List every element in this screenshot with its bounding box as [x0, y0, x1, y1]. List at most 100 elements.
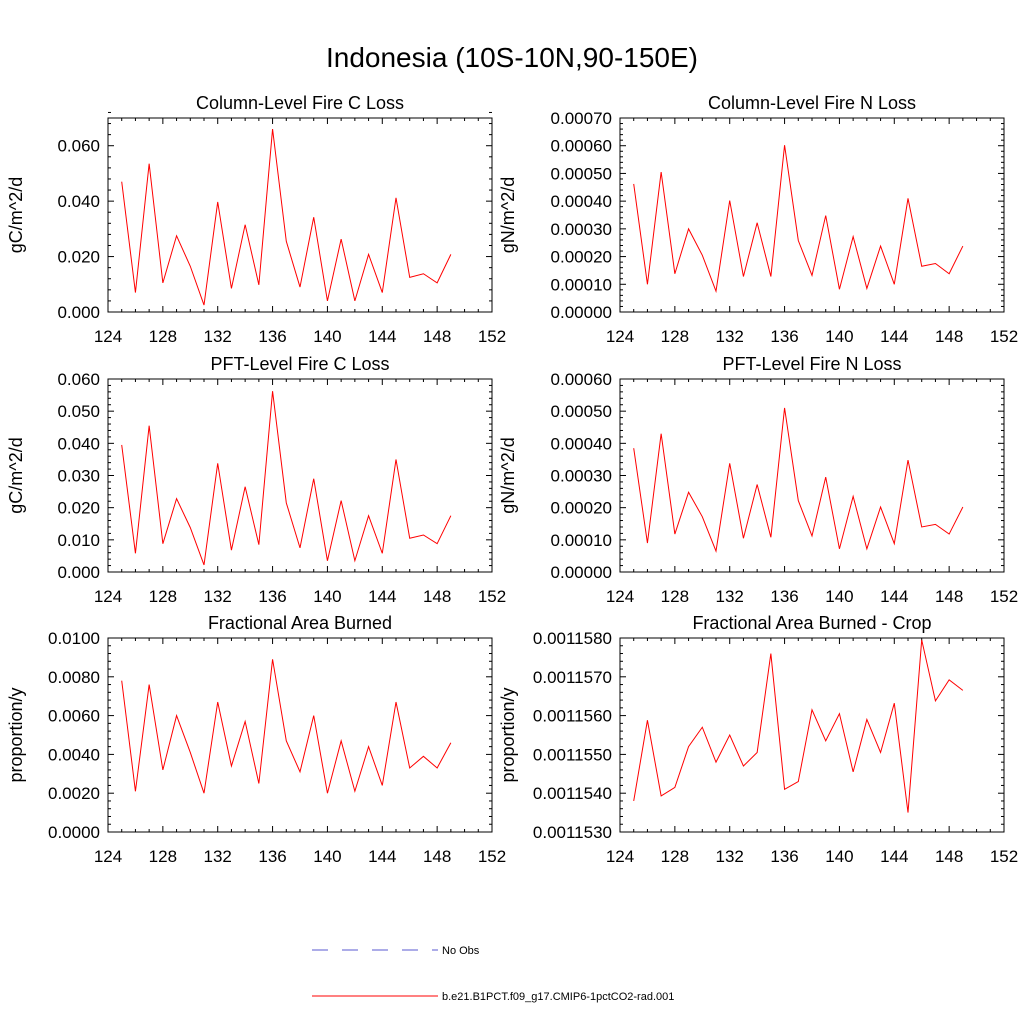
y-tick-label: 0.0011550 — [533, 745, 612, 764]
x-tick-label: 148 — [935, 587, 963, 606]
x-tick-label: 128 — [149, 847, 177, 866]
x-tick-label: 148 — [423, 327, 451, 346]
x-tick-label: 144 — [368, 847, 396, 866]
series-line — [121, 659, 452, 794]
plot-frame — [619, 378, 1005, 573]
x-tick-label: 132 — [716, 587, 744, 606]
y-tick-label: 0.040 — [57, 434, 100, 453]
y-axis-label: gN/m^2/d — [498, 177, 518, 253]
chart-panel-4: 124 128 132 136 140 144 148 152 0.00000 0.00010 0.… — [498, 354, 1018, 606]
y-tick-label: 0.00060 — [551, 137, 612, 156]
y-tick-label: 0.00010 — [551, 531, 612, 550]
y-axis-label: gC/m^2/d — [6, 177, 26, 253]
x-tick-label: 152 — [990, 587, 1018, 606]
y-axis-label: gC/m^2/d — [6, 437, 26, 513]
x-tick-label: 148 — [423, 587, 451, 606]
plot-frame — [107, 117, 493, 313]
x-tick-label: 128 — [661, 847, 689, 866]
legend-label-no-obs: No Obs — [442, 945, 480, 957]
chart-title: Fractional Area Burned - Crop — [692, 613, 931, 633]
plot-frame — [619, 637, 1005, 833]
x-tick-label: 144 — [880, 847, 908, 866]
y-axis-label: gN/m^2/d — [498, 437, 518, 513]
x-tick-label: 148 — [935, 327, 963, 346]
x-tick-label: 124 — [94, 327, 122, 346]
y-tick-label: 0.0011530 — [533, 823, 612, 842]
series-line — [633, 407, 964, 553]
series-line — [633, 639, 964, 813]
y-tick-label: 0.030 — [57, 467, 100, 486]
x-tick-label: 136 — [770, 587, 798, 606]
x-tick-label: 128 — [149, 327, 177, 346]
x-tick-label: 128 — [149, 587, 177, 606]
x-tick-label: 144 — [368, 587, 396, 606]
y-tick-label: 0.00000 — [551, 563, 612, 582]
x-tick-label: 152 — [478, 847, 506, 866]
y-tick-label: 0.0011540 — [533, 784, 612, 803]
y-axis-label: proportion/y — [6, 687, 26, 782]
y-tick-label: 0.00020 — [551, 248, 612, 267]
x-tick-label: 140 — [313, 847, 341, 866]
y-tick-label: 0.00010 — [551, 275, 612, 294]
chart-title: Column-Level Fire C Loss — [196, 93, 404, 113]
plot-frame — [107, 378, 493, 573]
y-tick-label: 0.0000 — [48, 823, 100, 842]
y-tick-label: 0.0011570 — [533, 668, 612, 687]
x-tick-label: 128 — [661, 327, 689, 346]
y-tick-label: 0.00040 — [551, 192, 612, 211]
y-tick-label: 0.00000 — [551, 303, 612, 322]
y-tick-label: 0.060 — [57, 370, 100, 389]
chart-panel-6: 124 128 132 136 140 144 148 152 0.0011530 0.00115… — [498, 613, 1018, 866]
series-line — [121, 391, 452, 566]
x-tick-label: 136 — [258, 327, 286, 346]
x-tick-label: 140 — [313, 587, 341, 606]
x-tick-label: 124 — [606, 327, 634, 346]
y-tick-label: 0.010 — [57, 531, 100, 550]
y-tick-label: 0.0060 — [48, 707, 100, 726]
y-tick-label: 0.0011560 — [533, 707, 612, 726]
y-tick-label: 0.060 — [57, 137, 100, 156]
x-tick-label: 140 — [825, 847, 853, 866]
chart-title: Fractional Area Burned — [208, 613, 392, 633]
x-tick-label: 152 — [990, 327, 1018, 346]
x-tick-label: 144 — [880, 587, 908, 606]
y-axis-label: proportion/y — [498, 687, 518, 782]
series-line — [121, 129, 452, 306]
y-tick-label: 0.040 — [57, 192, 100, 211]
x-tick-label: 136 — [258, 587, 286, 606]
x-tick-label: 136 — [770, 847, 798, 866]
x-tick-label: 132 — [204, 847, 232, 866]
x-tick-label: 124 — [94, 587, 122, 606]
x-tick-label: 132 — [716, 847, 744, 866]
y-tick-label: 0.00050 — [551, 402, 612, 421]
plot-frame — [619, 117, 1005, 313]
x-tick-label: 124 — [606, 847, 634, 866]
y-tick-label: 0.0020 — [48, 784, 100, 803]
chart-title: PFT-Level Fire N Loss — [722, 354, 901, 374]
plot-frame — [107, 637, 493, 833]
x-tick-label: 128 — [661, 587, 689, 606]
chart-panel-3: 124 128 132 136 140 144 148 152 0.000 0.010 0.020 0… — [6, 354, 506, 606]
chart-title: Column-Level Fire N Loss — [708, 93, 916, 113]
chart-title: PFT-Level Fire C Loss — [210, 354, 389, 374]
x-tick-label: 152 — [478, 587, 506, 606]
y-tick-label: 0.0040 — [48, 745, 100, 764]
x-tick-label: 144 — [368, 327, 396, 346]
x-tick-label: 136 — [770, 327, 798, 346]
y-tick-label: 0.00030 — [551, 467, 612, 486]
chart-panel-1: 124 128 132 136 140 144 148 152 0.000 0.020 0.040 0… — [6, 93, 506, 346]
panels-group: 124 128 132 136 140 144 148 152 0.000 0.020 0.040 0… — [6, 93, 1018, 866]
x-tick-label: 136 — [258, 847, 286, 866]
y-tick-label: 0.020 — [57, 248, 100, 267]
x-tick-label: 124 — [94, 847, 122, 866]
x-tick-label: 148 — [935, 847, 963, 866]
x-tick-label: 132 — [204, 327, 232, 346]
x-tick-label: 132 — [716, 327, 744, 346]
series-line — [633, 145, 964, 294]
y-tick-label: 0.00040 — [551, 434, 612, 453]
x-tick-label: 148 — [423, 847, 451, 866]
x-tick-label: 140 — [825, 587, 853, 606]
x-tick-label: 152 — [478, 327, 506, 346]
y-tick-label: 0.050 — [57, 402, 100, 421]
legend: No Obs b.e21.B1PCT.f09_g17.CMIP6-1pctCO2… — [312, 945, 674, 1003]
